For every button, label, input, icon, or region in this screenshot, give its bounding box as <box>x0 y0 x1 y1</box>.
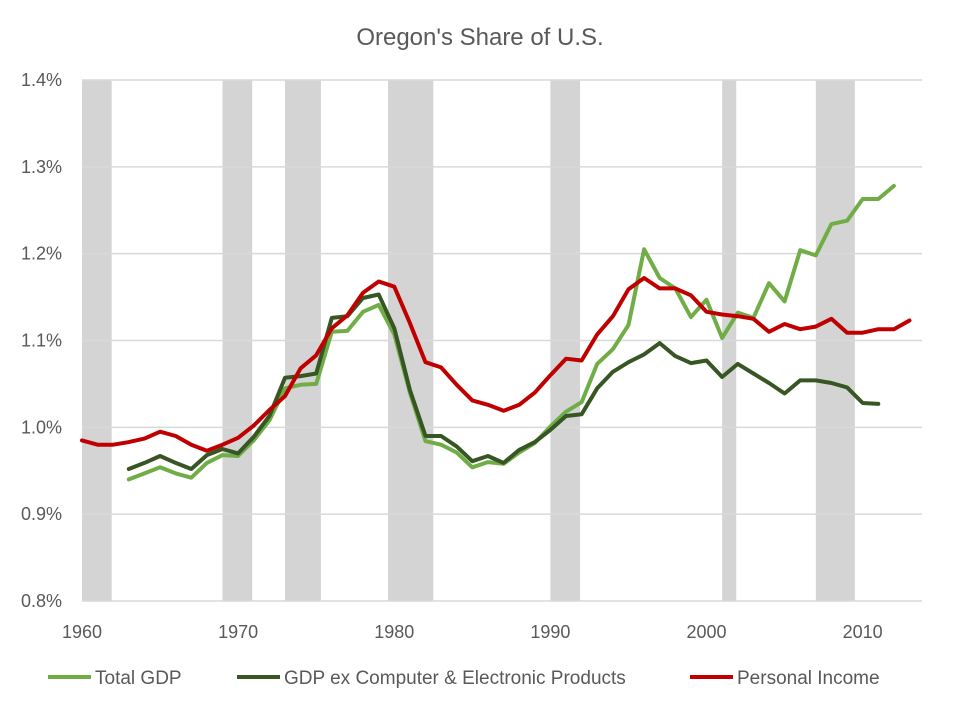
legend-label: Personal Income <box>737 668 880 689</box>
x-tick-label: 1980 <box>374 622 414 642</box>
x-tick-label: 2000 <box>687 622 727 642</box>
series-line <box>126 292 881 471</box>
y-tick-label: 1.2% <box>21 244 62 264</box>
legend-label: GDP ex Computer & Electronic Products <box>284 668 626 689</box>
y-tick-label: 1.3% <box>21 157 62 177</box>
x-tick-label: 1990 <box>530 622 570 642</box>
y-tick-label: 1.1% <box>21 331 62 351</box>
legend-label: Total GDP <box>95 668 182 689</box>
series-line <box>80 276 912 453</box>
y-tick-label: 1.4% <box>21 70 62 90</box>
chart-title: Oregon's Share of U.S. <box>356 24 603 51</box>
x-tick-label: 2010 <box>843 622 883 642</box>
y-tick-label: 0.8% <box>21 591 62 611</box>
x-tick-label: 1970 <box>218 622 258 642</box>
x-tick-label: 1960 <box>62 622 102 642</box>
y-tick-label: 1.0% <box>21 417 62 437</box>
y-tick-label: 0.9% <box>21 504 62 524</box>
